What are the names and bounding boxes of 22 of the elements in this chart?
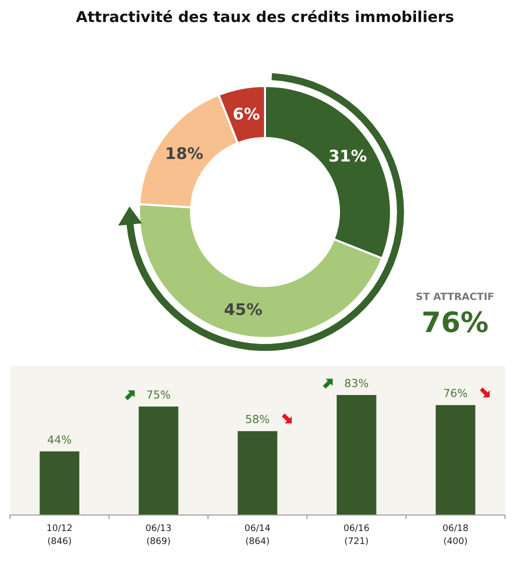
data-label: 6% [232, 104, 260, 124]
data-label: 44% [47, 433, 72, 446]
data-label: 83% [344, 377, 369, 390]
data-label: 76% [443, 387, 468, 400]
text: 76% [421, 306, 489, 339]
bar [436, 405, 476, 515]
data-label: 58% [245, 413, 270, 426]
data-label: 18% [164, 144, 204, 163]
data-label: 31% [328, 146, 367, 166]
chart-title: Attractivité des taux des crédits immobiliers [76, 8, 454, 26]
x-tick-label: 06/18 (400) [442, 524, 469, 547]
text: ST ATTRACTIF [416, 292, 494, 303]
data-label: 75% [146, 388, 171, 402]
bar [138, 406, 178, 515]
bar [40, 451, 80, 515]
x-tick-label: 10/12 (846) [46, 524, 72, 547]
x-tick-label: 06/16 (721) [344, 524, 370, 547]
bar [238, 431, 278, 515]
x-tick-label: 06/14 (864) [244, 524, 271, 547]
data-label: 45% [224, 300, 262, 320]
bar [336, 395, 376, 515]
x-tick-label: 06/13 (869) [146, 524, 172, 547]
